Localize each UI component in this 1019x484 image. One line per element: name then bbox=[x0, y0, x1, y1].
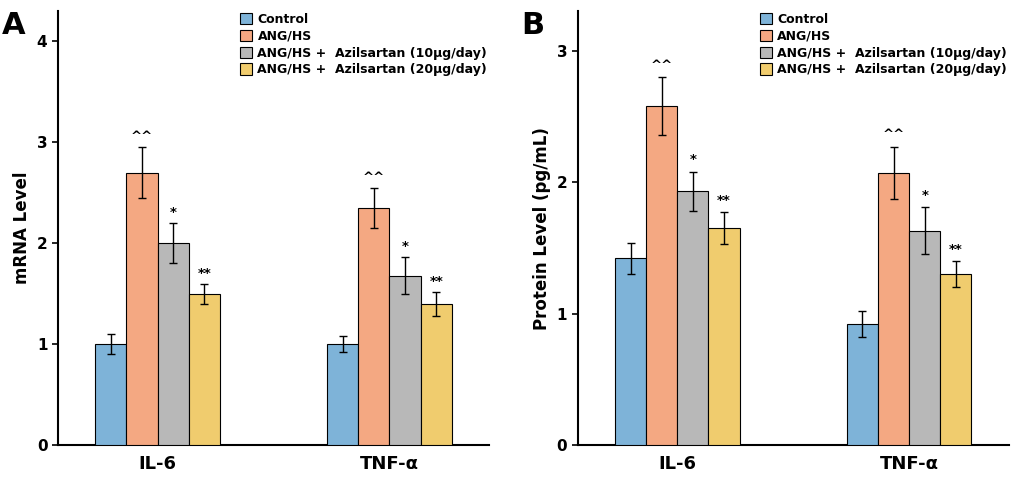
Bar bbox=[327, 344, 358, 445]
Bar bbox=[95, 344, 126, 445]
Text: ^^: ^^ bbox=[130, 130, 153, 143]
Text: *: * bbox=[689, 153, 696, 166]
Bar bbox=[908, 231, 940, 445]
Text: **: ** bbox=[716, 194, 731, 207]
Text: **: ** bbox=[948, 243, 962, 256]
Legend: Control, ANG/HS, ANG/HS +  Azilsartan (10μg/day), ANG/HS +  Azilsartan (20μg/day: Control, ANG/HS, ANG/HS + Azilsartan (10… bbox=[239, 13, 487, 76]
Bar bbox=[126, 173, 157, 445]
Bar bbox=[614, 258, 645, 445]
Text: *: * bbox=[401, 241, 408, 254]
Bar bbox=[420, 304, 451, 445]
Bar bbox=[389, 275, 420, 445]
Bar bbox=[645, 106, 677, 445]
Text: ^^: ^^ bbox=[650, 59, 673, 72]
Text: *: * bbox=[920, 189, 927, 202]
Text: *: * bbox=[169, 206, 176, 219]
Text: **: ** bbox=[429, 275, 442, 287]
Bar bbox=[358, 208, 389, 445]
Legend: Control, ANG/HS, ANG/HS +  Azilsartan (10μg/day), ANG/HS +  Azilsartan (20μg/day: Control, ANG/HS, ANG/HS + Azilsartan (10… bbox=[759, 13, 1006, 76]
Y-axis label: Protein Level (pg/mL): Protein Level (pg/mL) bbox=[532, 127, 550, 330]
Bar bbox=[189, 294, 220, 445]
Text: **: ** bbox=[198, 267, 211, 280]
Text: ^^: ^^ bbox=[363, 171, 384, 184]
Bar bbox=[846, 324, 877, 445]
Text: B: B bbox=[521, 11, 544, 40]
Bar bbox=[940, 274, 970, 445]
Bar bbox=[877, 173, 908, 445]
Y-axis label: mRNA Level: mRNA Level bbox=[13, 172, 31, 285]
Bar bbox=[708, 228, 739, 445]
Bar bbox=[677, 191, 708, 445]
Text: A: A bbox=[2, 11, 25, 40]
Bar bbox=[157, 243, 189, 445]
Text: ^^: ^^ bbox=[881, 128, 904, 141]
